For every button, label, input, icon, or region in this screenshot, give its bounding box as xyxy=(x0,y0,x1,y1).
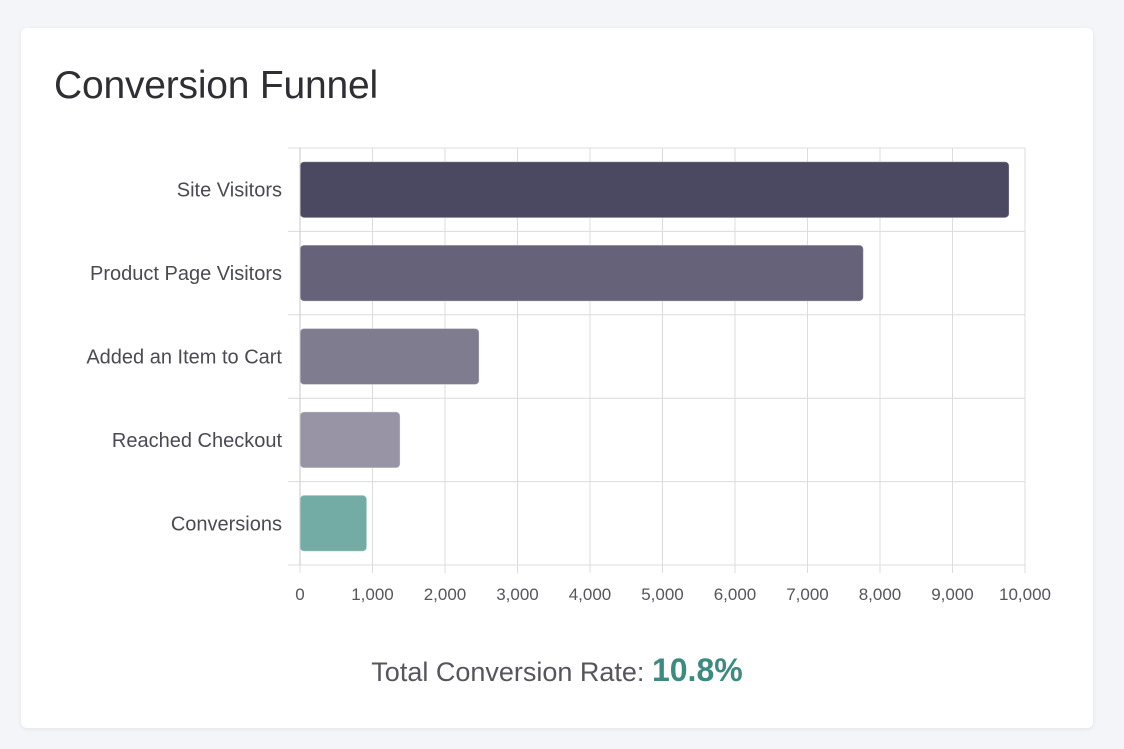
page-title: Conversion Funnel xyxy=(54,64,378,107)
x-tick-label: 3,000 xyxy=(496,585,539,604)
x-tick-label: 8,000 xyxy=(859,585,902,604)
x-tick-label: 7,000 xyxy=(786,585,829,604)
x-tick-label: 10,000 xyxy=(999,585,1051,604)
x-tick-label: 6,000 xyxy=(714,585,757,604)
x-tick-label: 2,000 xyxy=(424,585,467,604)
x-tick-label: 9,000 xyxy=(931,585,974,604)
conversion-rate-label: Total Conversion Rate: xyxy=(371,657,645,687)
funnel-chart: 0 1,000 2,000 3,000 4,000 5,000 6,000 7,000 8,00… xyxy=(86,147,1051,604)
bar-conversions xyxy=(299,494,368,552)
funnel-card: Conversion Funnel 0 1,000 2,000 3,000 4,000 5… xyxy=(21,28,1093,728)
bar-added-an-item-to-cart xyxy=(299,328,480,385)
y-category-label: Site Visitors xyxy=(177,180,282,202)
x-tick-label: 4,000 xyxy=(569,585,612,604)
x-tick-label: 0 xyxy=(295,585,304,604)
y-category-label: Product Page Visitors xyxy=(90,263,282,285)
conversion-rate-value: 10.8% xyxy=(651,652,743,688)
x-tick-label: 1,000 xyxy=(351,585,394,604)
conversion-summary: Total Conversion Rate: 10.8% xyxy=(21,652,1093,689)
y-category-label: Added an Item to Cart xyxy=(86,347,282,369)
x-tick-label: 5,000 xyxy=(641,585,684,604)
bar-reached-checkout xyxy=(299,411,401,469)
bar-site-visitors xyxy=(299,161,1010,219)
y-category-label: Reached Checkout xyxy=(112,430,283,452)
y-category-label: Conversions xyxy=(171,513,282,535)
bar-product-page-visitors xyxy=(299,244,864,302)
